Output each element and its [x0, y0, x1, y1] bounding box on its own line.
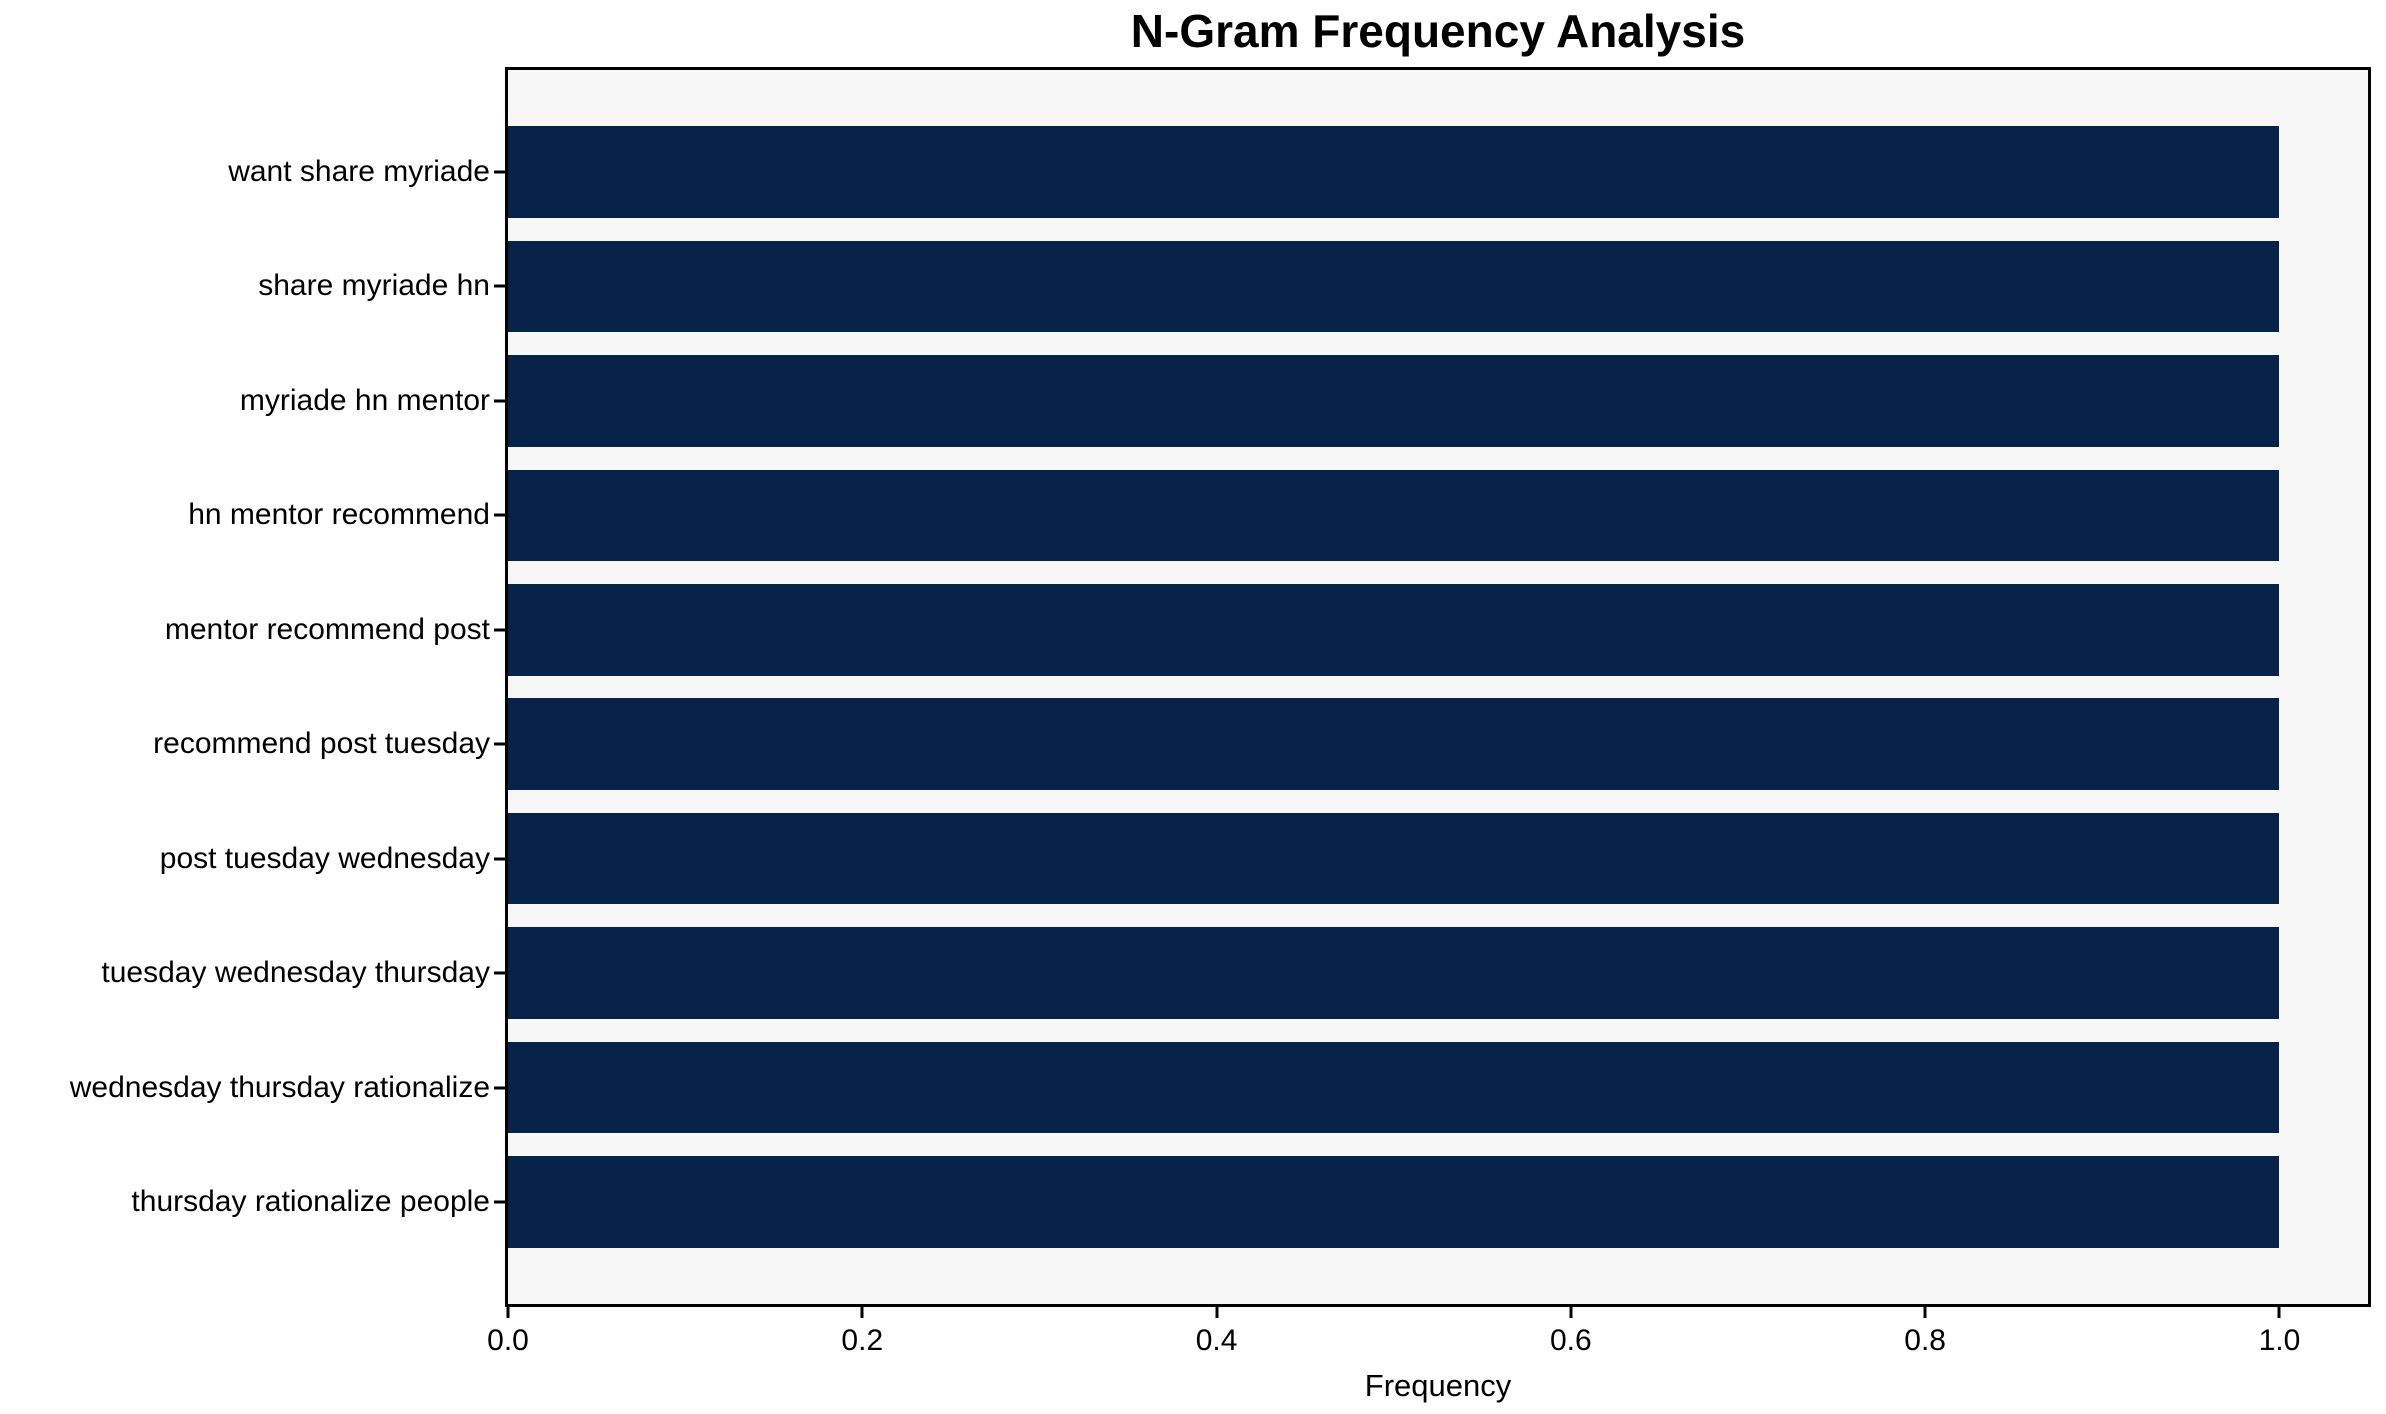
y-axis-label: post tuesday wednesday [159, 841, 490, 875]
y-axis-label: tuesday wednesday thursday [101, 956, 490, 990]
plot-area [505, 67, 2371, 1307]
x-tick-mark [506, 1307, 510, 1318]
x-tick-mark [860, 1307, 864, 1318]
y-axis-label: mentor recommend post [164, 612, 490, 646]
y-tick-mark [494, 742, 505, 746]
x-tick-label: 0.6 [1549, 1324, 1592, 1357]
y-axis-label: myriade hn mentor [239, 383, 490, 417]
y-tick-mark [494, 628, 505, 632]
x-tick-label: 0.4 [1195, 1324, 1238, 1357]
y-tick-mark [494, 1200, 505, 1204]
y-tick-mark [494, 399, 505, 403]
x-tick-label: 0.2 [841, 1324, 884, 1357]
bar [508, 927, 2280, 1019]
y-tick-mark [494, 857, 505, 861]
y-axis-label: recommend post tuesday [153, 727, 490, 761]
y-axis-label: thursday rationalize people [131, 1185, 490, 1219]
y-tick-mark [494, 971, 505, 975]
bar [508, 469, 2280, 562]
bar [508, 1156, 2280, 1248]
x-tick-mark [1215, 1307, 1219, 1318]
y-tick-mark [494, 284, 505, 288]
y-tick-mark [494, 513, 505, 517]
x-tick-label: 0.0 [487, 1324, 529, 1357]
x-tick-label: 0.8 [1904, 1324, 1946, 1357]
x-tick-mark [1569, 1307, 1573, 1318]
bar [508, 698, 2280, 790]
y-axis-label: share myriade hn [258, 269, 490, 303]
bar [508, 126, 2280, 218]
bar [508, 583, 2280, 676]
bar [508, 240, 2280, 333]
y-tick-mark [494, 170, 505, 174]
bar [508, 1041, 2280, 1134]
x-tick-label: 1.0 [2258, 1324, 2301, 1357]
bar [508, 812, 2280, 905]
y-axis-label: want share myriade [228, 154, 490, 188]
x-axis-title: Frequency [1364, 1368, 1512, 1403]
y-tick-mark [494, 1086, 505, 1090]
chart-title: N-Gram Frequency Analysis [1130, 5, 1746, 57]
x-tick-mark [1923, 1307, 1927, 1318]
y-axis-label: hn mentor recommend [188, 498, 490, 532]
x-tick-mark [2277, 1307, 2281, 1318]
y-axis-label: wednesday thursday rationalize [69, 1070, 490, 1104]
bar [508, 355, 2280, 447]
